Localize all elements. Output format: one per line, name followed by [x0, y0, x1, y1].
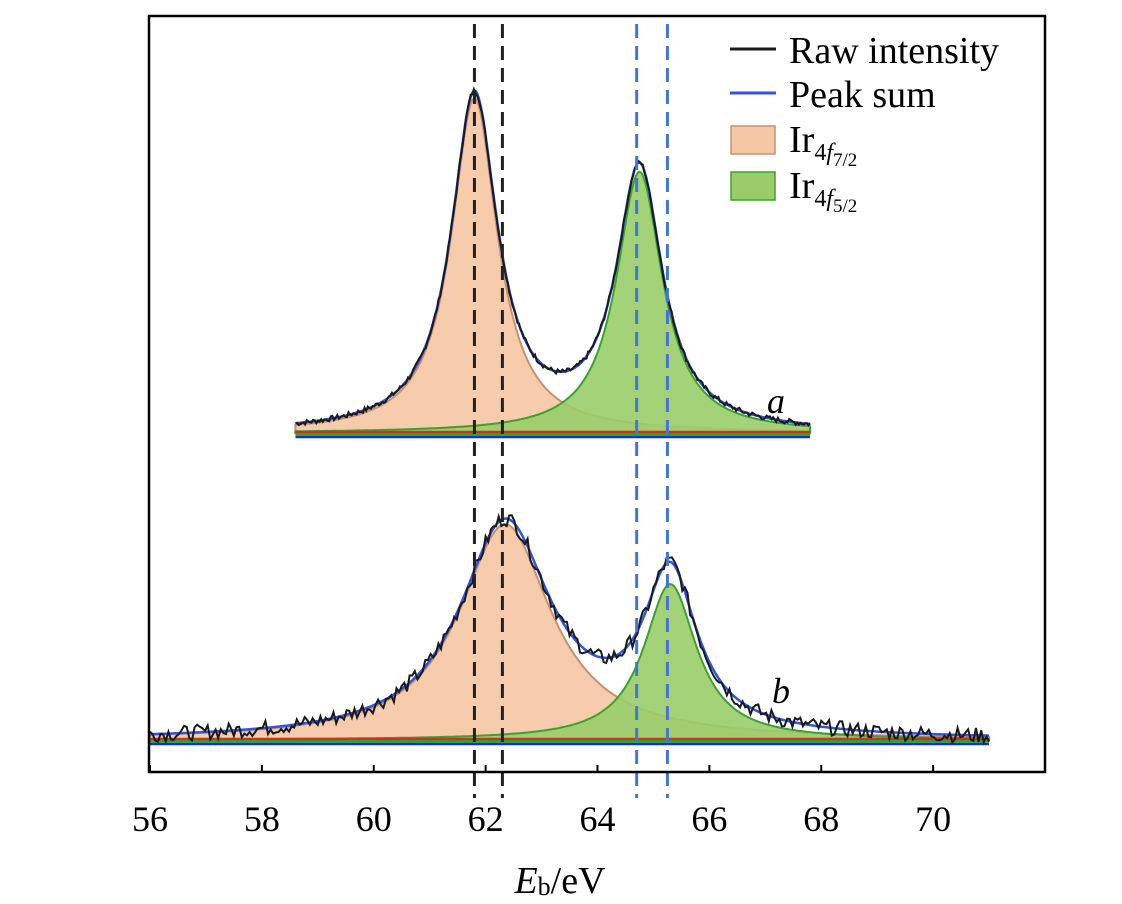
legend: Raw intensity Peak sum Ir4f7/2 Ir4f5/2 — [730, 30, 999, 217]
x-tick-label-70: 70 — [915, 799, 951, 839]
legend-swatch-ir4f72 — [730, 125, 776, 155]
series-a-raw-intensity-line — [295, 86, 811, 427]
legend-label-ir4f52: Ir4f5/2 — [789, 165, 857, 217]
x-tick-label-60: 60 — [356, 799, 392, 839]
legend-item-ir4f72: Ir4f7/2 — [730, 119, 857, 171]
series-b-raw-intensity-line — [150, 512, 990, 746]
x-tick-label-62: 62 — [468, 799, 504, 839]
legend-label-raw: Raw intensity — [789, 30, 999, 72]
series-a-peak-ir4f52-area — [294, 170, 812, 434]
reference-lines — [472, 24, 669, 798]
x-tick-label-64: 64 — [580, 799, 616, 839]
curve-label-b: b — [772, 671, 790, 711]
plot-area — [150, 86, 991, 746]
legend-label-sum: Peak sum — [789, 74, 936, 116]
curve-label-a: a — [767, 381, 785, 421]
x-tick-label-58: 58 — [244, 799, 280, 839]
legend-item-raw: Raw intensity — [730, 30, 999, 72]
x-axis: 56 58 60 62 64 66 68 70 — [132, 765, 951, 839]
legend-item-ir4f52: Ir4f5/2 — [730, 165, 857, 217]
x-tick-label-68: 68 — [803, 799, 839, 839]
legend-item-sum: Peak sum — [730, 74, 936, 116]
x-axis-title: Eb/eV — [513, 860, 606, 902]
x-tick-label-66: 66 — [691, 799, 727, 839]
legend-swatch-ir4f52 — [730, 171, 776, 201]
series-a — [294, 86, 812, 439]
series-b — [150, 512, 991, 746]
x-tick-label-56: 56 — [132, 799, 168, 839]
legend-label-ir4f72: Ir4f7/2 — [789, 119, 857, 171]
